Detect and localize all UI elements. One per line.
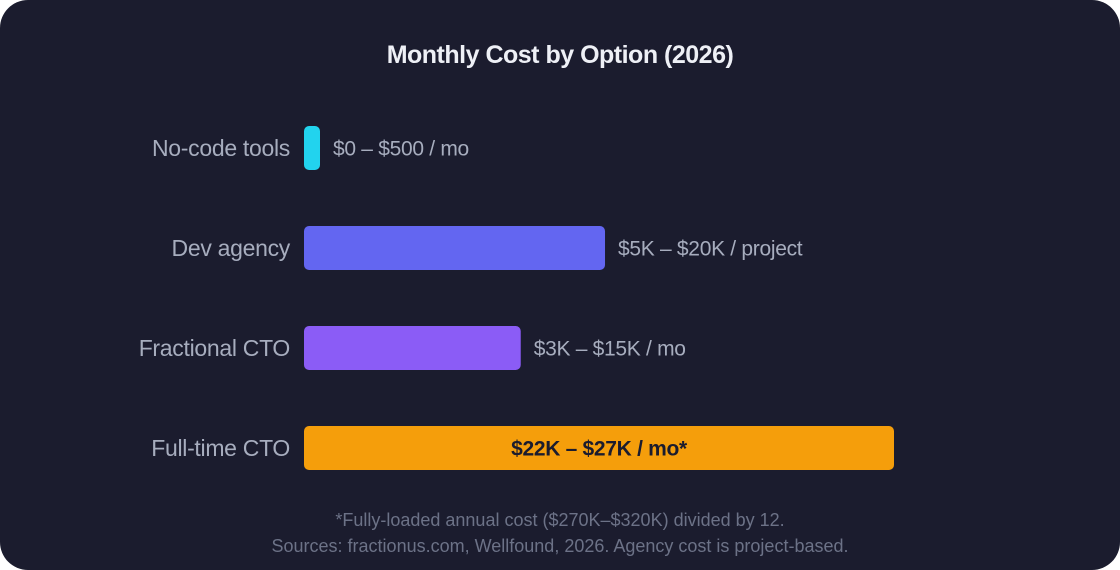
footnote-line-2: Sources: fractionus.com, Wellfound, 2026…	[272, 536, 849, 556]
category-label: No-code tools	[152, 135, 290, 161]
bar-fractional-cto	[304, 326, 521, 370]
bar-dev-agency	[304, 226, 606, 270]
category-label: Fractional CTO	[139, 335, 290, 361]
category-label: Full-time CTO	[151, 435, 290, 461]
bar-no-code-tools	[304, 126, 320, 170]
footnote-line-1: *Fully-loaded annual cost ($270K–$320K) …	[335, 510, 784, 530]
value-label: $5K – $20K / project	[618, 238, 803, 261]
bars-layer: No-code tools $0 – $500 / mo Dev agency $5K…	[139, 126, 894, 470]
chart-title: Monthly Cost by Option (2026)	[387, 41, 734, 69]
bar-full-time-cto	[304, 426, 894, 470]
value-label: $0 – $500 / mo	[333, 138, 469, 161]
value-label: $22K – $27K / mo*	[511, 438, 688, 461]
category-label: Dev agency	[172, 235, 291, 261]
value-label: $3K – $15K / mo	[534, 338, 686, 361]
